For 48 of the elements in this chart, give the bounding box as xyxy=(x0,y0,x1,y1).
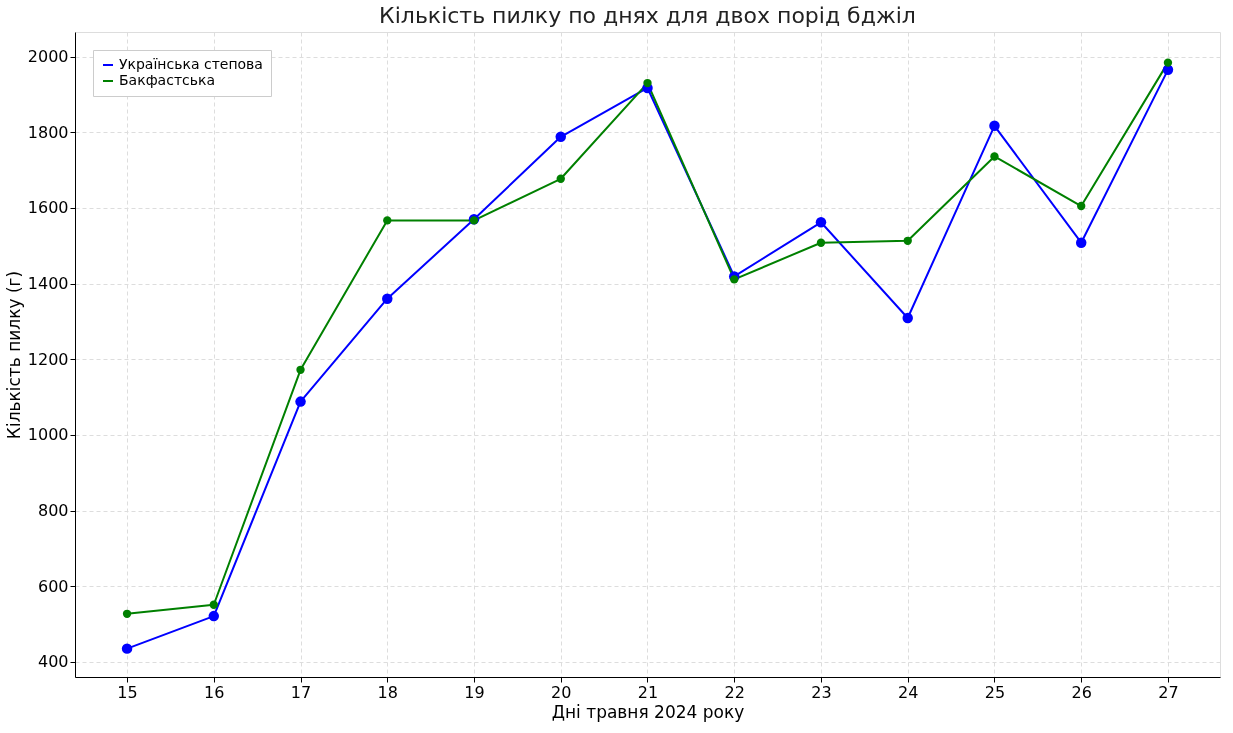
y-tick-label: 1800 xyxy=(27,122,69,142)
y-tick-label: 1600 xyxy=(27,198,69,218)
y-tick-label: 1000 xyxy=(27,425,69,445)
point xyxy=(295,396,306,407)
y-tick-label: 800 xyxy=(37,501,69,521)
x-tick-label: 22 xyxy=(724,682,745,702)
point xyxy=(1163,58,1173,67)
point xyxy=(383,216,392,225)
x-tick-label: 19 xyxy=(464,682,485,702)
x-tick-label: 15 xyxy=(117,682,138,702)
x-tick-label: 21 xyxy=(637,682,659,702)
point xyxy=(209,600,218,609)
point xyxy=(556,174,565,183)
point xyxy=(815,217,827,228)
point xyxy=(382,293,393,304)
legend-label: Бакфастська xyxy=(119,72,216,88)
x-tick-label: 25 xyxy=(984,682,1006,702)
point xyxy=(816,238,826,247)
chart-title: Кількість пилку по днях для двох порід бджіл xyxy=(379,3,916,28)
point xyxy=(989,120,1000,132)
y-tick-label: 2000 xyxy=(27,47,69,67)
point xyxy=(555,131,566,143)
point xyxy=(902,312,913,324)
point xyxy=(730,275,739,284)
point xyxy=(990,152,999,161)
x-tick-label: 24 xyxy=(898,682,919,702)
y-tick-label: 400 xyxy=(37,652,69,672)
point xyxy=(903,236,912,245)
x-tick-label: 23 xyxy=(811,682,832,702)
y-tick-label: 600 xyxy=(37,576,69,596)
point xyxy=(208,610,220,622)
point xyxy=(121,643,133,654)
point xyxy=(296,365,305,374)
point xyxy=(643,78,652,88)
point xyxy=(1075,237,1087,248)
x-tick-label: 17 xyxy=(290,682,312,702)
x-tick-label: 26 xyxy=(1071,682,1092,702)
point xyxy=(1077,201,1086,211)
point xyxy=(122,609,132,618)
y-tick-label: 1200 xyxy=(27,349,69,369)
legend-label: Українська степова xyxy=(119,56,263,72)
x-tick-label: 16 xyxy=(204,682,225,702)
x-axis-title: Дні травня 2024 року xyxy=(551,701,745,722)
x-tick-label: 18 xyxy=(377,682,398,702)
y-axis-title: Кількість пилку (г) xyxy=(3,270,24,440)
x-tick-label: 20 xyxy=(551,682,572,702)
y-tick-label: 1400 xyxy=(27,274,69,294)
x-tick-label: 27 xyxy=(1158,682,1179,702)
